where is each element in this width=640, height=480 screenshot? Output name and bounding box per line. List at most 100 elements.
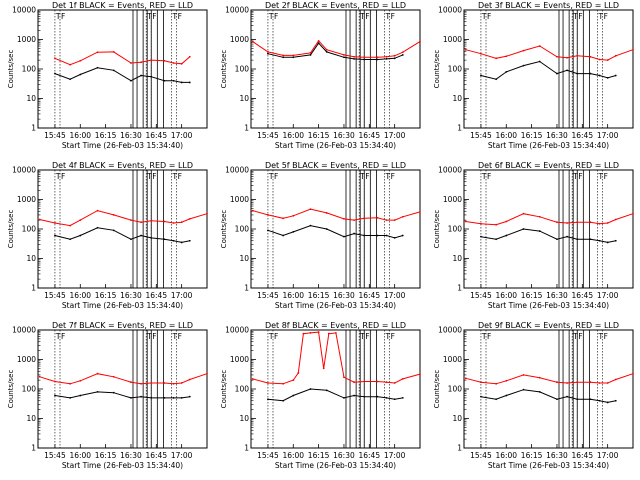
series-point [385, 57, 388, 60]
x-axis-label: Start Time (26-Feb-03 15:34:40) [488, 141, 609, 150]
marker-letter: F [178, 332, 182, 341]
series-point [419, 40, 421, 43]
marker-letter: T [385, 12, 391, 21]
marker-letter: T [172, 332, 178, 341]
detector-panel: Det 5f BLACK = Events, RED = LLD 1 10 100 10… [220, 161, 421, 310]
marker-letter: T [359, 332, 365, 341]
y-tick-label: 1000 [443, 355, 462, 364]
y-tick-label: 10000 [438, 6, 462, 15]
marker-letter: F [604, 12, 608, 21]
marker-letter: F [487, 172, 491, 181]
series-point [606, 382, 609, 384]
marker-letter: F [365, 12, 369, 21]
x-tick-label: 16:45 [571, 451, 593, 460]
series-line [480, 228, 616, 243]
series-point [376, 234, 379, 237]
x-tick-label: 16:15 [308, 291, 330, 300]
series-point [556, 398, 558, 401]
marker-letter: F [391, 172, 395, 181]
series-point [566, 222, 569, 224]
series-point [393, 57, 396, 60]
series-point [163, 79, 166, 82]
y-tick-label: 10000 [438, 166, 462, 175]
series-point [172, 396, 175, 399]
series-point [353, 381, 356, 384]
x-tick-label: 17:00 [597, 291, 619, 300]
series-point [130, 396, 132, 399]
x-axis-label: Start Time (26-Feb-03 15:34:40) [488, 301, 609, 310]
series-point [606, 59, 609, 62]
series-point [614, 239, 617, 242]
series-point [130, 238, 132, 241]
y-tick-label: 10 [26, 254, 36, 263]
panel-title: Det 1f BLACK = Events, RED = LLD [52, 1, 193, 10]
x-tick-label: 16:15 [521, 131, 543, 140]
y-axis-label: Counts/sec [433, 210, 441, 249]
marker-letter: F [152, 172, 156, 181]
series-point [292, 214, 295, 217]
marker-letter: T [146, 332, 152, 341]
series-point [112, 391, 115, 394]
series-point [96, 66, 99, 69]
y-tick-label: 1000 [17, 355, 36, 364]
series-point [576, 238, 579, 241]
panel-title: Det 4f BLACK = Events, RED = LLD [52, 161, 193, 170]
series-line [465, 373, 634, 385]
marker-letter: F [391, 12, 395, 21]
y-tick-label: 1 [244, 124, 249, 133]
series-point [589, 72, 592, 75]
series-point [317, 42, 320, 45]
marker-letter: T [172, 172, 178, 181]
series-point [112, 69, 115, 72]
series-point [353, 219, 356, 222]
panel-title: Det 5f BLACK = Events, RED = LLD [265, 161, 406, 170]
series-point [267, 398, 269, 401]
series-point [538, 230, 541, 232]
x-axis-label: Start Time (26-Feb-03 15:34:40) [62, 141, 183, 150]
marker-letter: T [481, 332, 487, 341]
series-point [606, 401, 609, 404]
marker-letter: F [178, 12, 182, 21]
y-axis-label: Counts/sec [220, 370, 228, 409]
series-line [480, 60, 616, 80]
x-tick-label: 17:00 [384, 131, 406, 140]
marker-letter: F [578, 172, 582, 181]
series-point [130, 62, 132, 64]
marker-letter: T [172, 12, 178, 21]
series-point [150, 236, 153, 239]
series-point [480, 74, 482, 77]
series-point [54, 222, 56, 224]
y-tick-label: 100 [22, 65, 37, 74]
detector-panel: Det 2f BLACK = Events, RED = LLD 1 10 100 10… [220, 1, 421, 150]
marker-letter: F [274, 332, 278, 341]
series-point [267, 229, 269, 232]
series-point [343, 376, 345, 379]
series-point [385, 234, 388, 237]
x-axis-label: Start Time (26-Feb-03 15:34:40) [488, 461, 609, 470]
series-point [150, 59, 153, 62]
series-point [282, 56, 285, 59]
x-tick-label: 16:00 [495, 291, 517, 300]
series-point [522, 212, 525, 215]
series-point [163, 59, 166, 62]
x-tick-label: 16:45 [145, 291, 167, 300]
series-point [130, 219, 132, 222]
y-axis-label: Counts/sec [7, 50, 15, 89]
series-point [282, 217, 285, 220]
series-point [589, 381, 592, 384]
series-point [566, 235, 569, 238]
series-point [150, 75, 153, 78]
series-point [363, 234, 366, 237]
series-point [309, 331, 312, 334]
series-point [69, 224, 72, 227]
series-point [632, 372, 634, 375]
series-point [130, 381, 132, 384]
y-axis-label: Counts/sec [433, 370, 441, 409]
series-line [54, 227, 190, 243]
series-point [325, 389, 328, 392]
series-point [343, 56, 345, 59]
x-tick-label: 17:00 [597, 131, 619, 140]
marker-letter: T [598, 332, 604, 341]
y-tick-label: 10 [239, 94, 249, 103]
x-tick-label: 15:45 [44, 131, 66, 140]
